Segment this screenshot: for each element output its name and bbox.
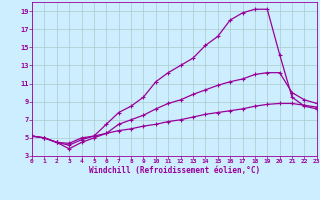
X-axis label: Windchill (Refroidissement éolien,°C): Windchill (Refroidissement éolien,°C) <box>89 166 260 175</box>
